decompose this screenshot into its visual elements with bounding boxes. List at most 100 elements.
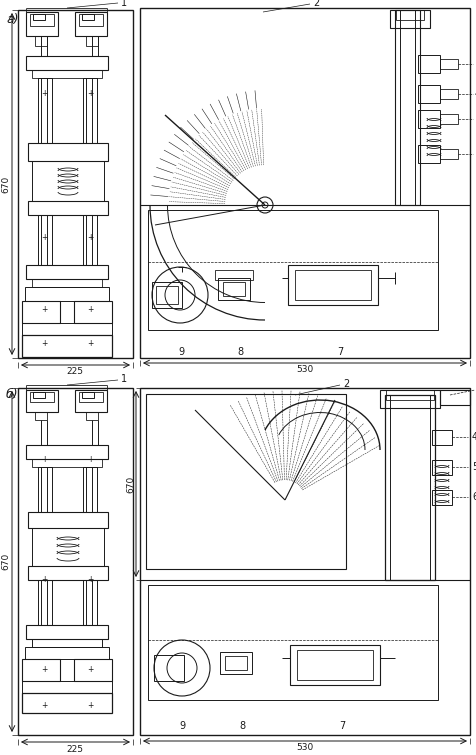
Bar (218, 278, 250, 300)
Bar (140, 388, 470, 735)
Bar (18, 10, 133, 358)
Text: 8: 8 (239, 721, 245, 731)
Bar (390, 10, 430, 28)
Bar (83, 467, 97, 512)
Bar (83, 580, 97, 625)
Bar (148, 210, 438, 330)
Bar (79, 392, 103, 402)
Text: 8: 8 (237, 347, 243, 357)
Bar (432, 460, 452, 475)
Bar (33, 392, 45, 398)
Text: +: + (87, 338, 93, 347)
Bar (26, 390, 58, 412)
Bar (33, 14, 45, 20)
Text: +: + (87, 455, 93, 464)
Text: +: + (87, 575, 93, 584)
Text: 530: 530 (297, 365, 314, 374)
Bar (295, 270, 371, 300)
Bar (32, 70, 102, 78)
Text: 7: 7 (337, 347, 343, 357)
Bar (22, 693, 112, 713)
Text: +: + (41, 233, 47, 242)
Text: +: + (41, 701, 47, 710)
Text: +: + (41, 575, 47, 584)
Bar (75, 12, 107, 36)
Text: 4: 4 (475, 89, 476, 99)
Bar (395, 10, 420, 205)
Bar (18, 388, 133, 735)
Bar (86, 36, 98, 46)
Bar (154, 655, 184, 681)
Bar (22, 323, 112, 335)
Bar (432, 490, 452, 505)
Bar (26, 625, 108, 639)
Bar (418, 85, 440, 103)
Bar (225, 656, 247, 670)
Bar (418, 110, 440, 128)
Bar (35, 36, 47, 46)
Bar (26, 265, 108, 279)
Text: +: + (41, 455, 47, 464)
Bar (220, 652, 252, 674)
Bar (38, 580, 52, 625)
Text: +: + (87, 665, 93, 674)
Text: 225: 225 (67, 368, 83, 377)
Bar (223, 282, 245, 296)
Text: +: + (87, 701, 93, 710)
Bar (28, 566, 108, 580)
Bar (38, 467, 52, 512)
Text: а): а) (6, 13, 19, 26)
Text: 6: 6 (472, 492, 476, 502)
Bar (30, 14, 54, 26)
Bar (35, 412, 47, 420)
Bar (148, 585, 438, 700)
Bar (83, 215, 97, 265)
Bar (22, 659, 60, 681)
Bar (25, 287, 109, 301)
Bar (82, 14, 94, 20)
Text: б): б) (6, 388, 19, 401)
Bar (297, 650, 373, 680)
Bar (26, 445, 108, 459)
Bar (440, 390, 470, 405)
Text: +: + (87, 233, 93, 242)
Bar (74, 659, 112, 681)
Bar (74, 301, 112, 323)
Bar (440, 89, 458, 99)
Bar (140, 8, 470, 358)
Bar (32, 279, 102, 287)
Bar (32, 639, 102, 647)
Text: 1: 1 (121, 374, 127, 384)
Bar (82, 392, 94, 398)
Bar (32, 459, 102, 467)
Text: 670: 670 (1, 175, 10, 193)
Bar (156, 286, 178, 304)
Bar (152, 282, 182, 308)
Bar (75, 390, 107, 412)
Text: 6: 6 (475, 149, 476, 159)
Text: 1: 1 (121, 0, 127, 8)
Bar (396, 10, 424, 20)
Bar (418, 55, 440, 73)
Bar (38, 215, 52, 265)
Text: +: + (41, 90, 47, 98)
Text: 225: 225 (67, 744, 83, 753)
Bar (215, 270, 253, 280)
Bar (440, 149, 458, 159)
Bar (28, 143, 108, 161)
Text: 670: 670 (127, 476, 136, 492)
Bar (288, 265, 378, 305)
Bar (385, 395, 435, 580)
Bar (26, 12, 58, 36)
Text: 9: 9 (178, 347, 184, 357)
Bar (290, 645, 380, 685)
Text: 7: 7 (339, 721, 345, 731)
Text: +: + (41, 665, 47, 674)
Text: 3: 3 (475, 59, 476, 69)
Text: 5: 5 (475, 114, 476, 124)
Bar (83, 78, 97, 143)
Bar (22, 335, 112, 357)
Bar (26, 56, 108, 70)
Bar (440, 59, 458, 69)
Text: +: + (41, 338, 47, 347)
